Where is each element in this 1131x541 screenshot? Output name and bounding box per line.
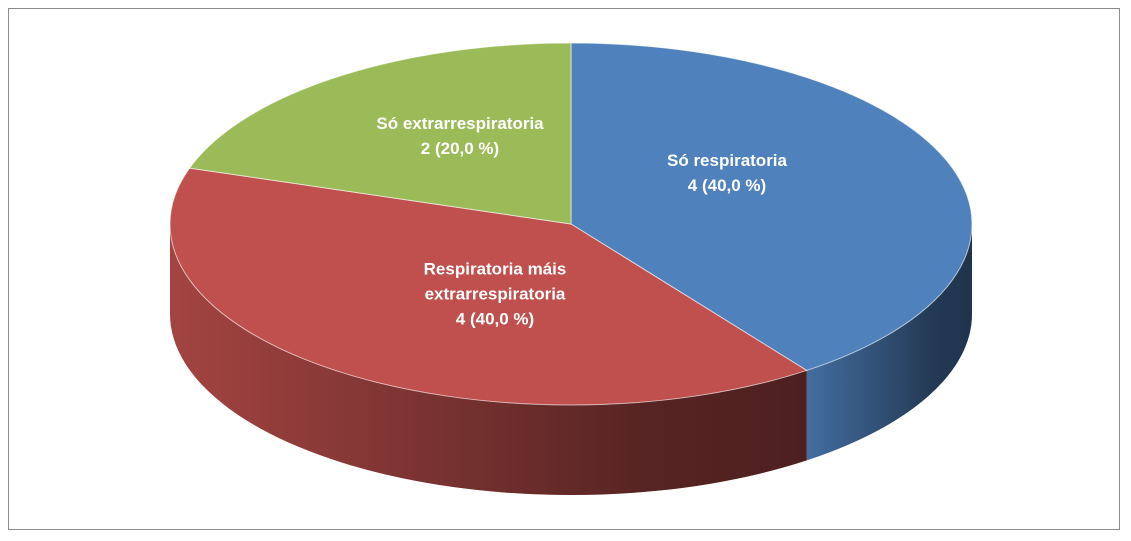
slice-side-shade [170, 224, 807, 495]
slice [570, 42, 973, 371]
category-label: Só respiratoria [667, 151, 787, 170]
slice [188, 42, 572, 225]
category-label: Respiratoria máis extrarrespiratoria [423, 259, 567, 304]
slice-side-shade [806, 224, 972, 461]
slice [169, 167, 808, 406]
slice-label: Só extrarrespiratoria 2 (20,0 %) [330, 111, 590, 161]
value-label: 2 (20,0 %) [420, 139, 500, 158]
chart-frame [8, 8, 1120, 530]
value-label: 4 (40,0 %) [455, 309, 535, 329]
value-label: 4 (40,0 %) [687, 176, 767, 195]
slice-label: Só respiratoria 4 (40,0 %) [617, 148, 837, 198]
slice-label: Respiratoria máis extrarrespiratoria 4 (4… [390, 257, 600, 332]
category-label: Só extrarrespiratoria [376, 114, 544, 133]
